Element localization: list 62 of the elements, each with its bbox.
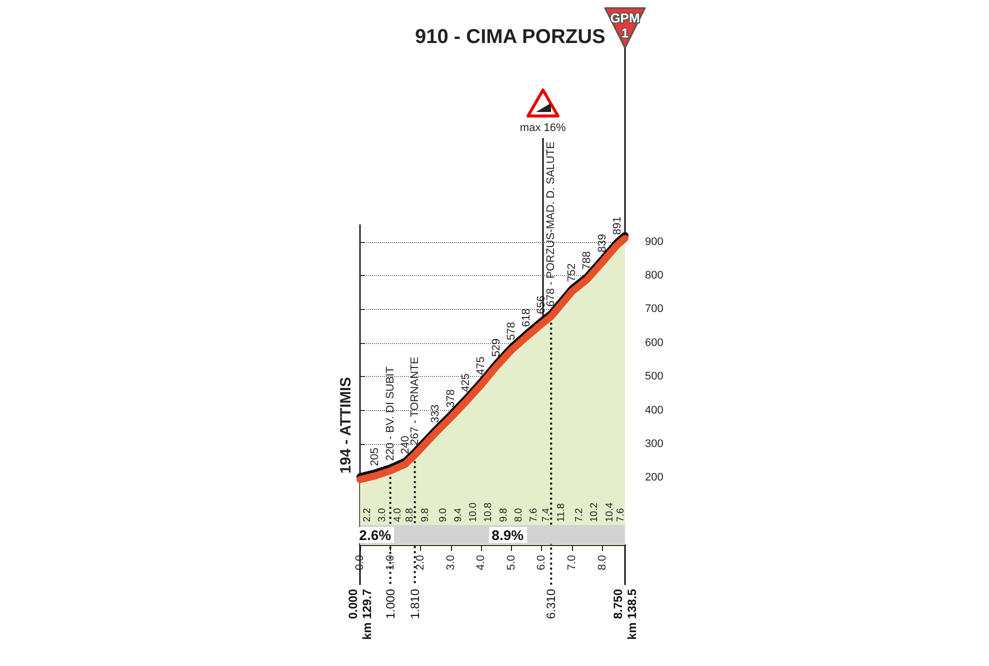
text: max 16% — [520, 122, 566, 134]
data-label: 240 — [399, 436, 412, 454]
x-tick-label: 8.0 — [596, 555, 608, 570]
ref-line-label: 8.750 km 138.5 — [611, 588, 639, 640]
x-tick-label: 2.0 — [414, 555, 427, 570]
annotation: 3.0 — [377, 508, 388, 522]
x-tick-label: 5.0 — [505, 555, 518, 570]
annotation: 7.2 — [574, 508, 586, 522]
data-label: 618 — [520, 308, 533, 327]
data-label: 752 — [566, 263, 578, 282]
y-tick-label: 800 — [645, 270, 664, 282]
data-label: 839 — [596, 234, 608, 252]
annotation: 2.2 — [362, 508, 374, 522]
data-label: 678 - PORZUS-MAD. D. SALUTE — [545, 142, 558, 307]
data-label: 425 — [460, 373, 472, 392]
data-label: 220 - BV. DI SUBIT — [384, 366, 396, 461]
annotation: 9.4 — [452, 508, 464, 522]
y-tick-label: 600 — [645, 336, 664, 349]
text: 1 — [621, 26, 629, 40]
x-tick-label: 3.0 — [444, 555, 457, 570]
data-label: 475 — [475, 356, 488, 375]
data-label: 194 - ATTIMIS — [338, 376, 354, 474]
annotation: 8.0 — [514, 508, 524, 522]
ref-line-label: 1.000 — [383, 588, 398, 620]
y-tick-label: 500 — [645, 370, 664, 383]
annotation: 8.8 — [404, 508, 416, 522]
y-tick-label: 200 — [645, 472, 664, 484]
x-tick-label: 4.0 — [475, 555, 488, 570]
annotation: 10.8 — [483, 502, 494, 522]
annotation: 4.0 — [392, 508, 404, 522]
chart-title: 910 - CIMA PORZUS — [415, 26, 606, 48]
annotation: 10.0 — [468, 502, 480, 522]
y-tick-label: 900 — [645, 236, 664, 248]
annotation: 8.9% — [488, 527, 527, 543]
y-tick-label: 700 — [645, 303, 664, 316]
x-tick-label: 1.0 — [384, 555, 396, 570]
annotation: 9.0 — [438, 508, 449, 522]
annotation: 10.2 — [589, 502, 600, 522]
ref-line-label: 0.000 km 129.7 — [346, 588, 374, 640]
data-label: 378 — [444, 389, 457, 408]
data-label: 529 — [490, 338, 502, 357]
annotation: 7.6 — [528, 508, 540, 522]
annotation: 9.8 — [420, 508, 431, 522]
data-label: 578 — [505, 322, 518, 340]
data-label: 267 - TORNANTE — [408, 356, 421, 446]
ref-line-label: 1.810 — [408, 588, 422, 620]
data-label: 333 — [430, 404, 442, 423]
annotation: 7.6 — [616, 508, 627, 522]
y-tick-label: 400 — [645, 404, 664, 416]
data-label: 205 — [369, 448, 382, 466]
data-label: 891 — [611, 216, 624, 235]
annotation: 7.4 — [540, 508, 552, 522]
x-tick-label: 7.0 — [566, 555, 578, 570]
annotation: 11.8 — [556, 502, 568, 522]
x-tick-label: 6.0 — [536, 555, 548, 570]
annotation: 2.6% — [356, 527, 394, 543]
ref-line-label: 6.310 — [544, 588, 558, 620]
annotation: 10.4 — [604, 502, 616, 522]
annotation: 9.8 — [498, 508, 510, 522]
y-tick-label: 300 — [645, 438, 664, 450]
data-label: 788 — [581, 251, 594, 270]
text: GPM — [610, 10, 640, 26]
